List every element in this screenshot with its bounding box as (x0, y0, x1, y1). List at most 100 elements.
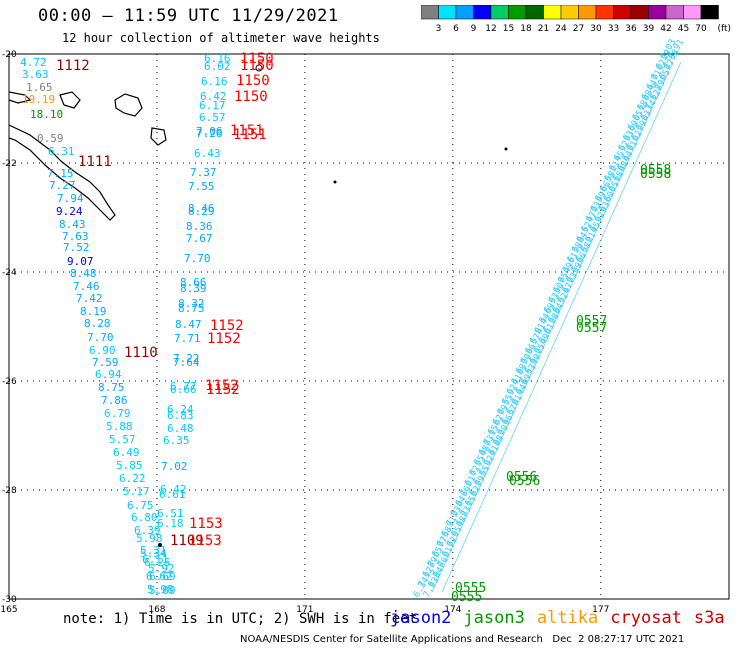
swh-value-mid: 5.89 (149, 584, 176, 597)
y-tick-label: -28 (2, 486, 17, 496)
swh-value-mid: 6.48 (167, 422, 194, 435)
swh-value-left: 6.90 (89, 344, 116, 357)
swh-value-left: 8.28 (84, 317, 111, 330)
swh-value-mid: 6.17 (199, 99, 226, 112)
pass-time-label: 0556 (506, 470, 537, 485)
swh-value-left: 5.98 (147, 583, 174, 596)
color-tick-label: 3 (436, 24, 442, 34)
swh-value-mid: 6.51 (157, 507, 184, 520)
coastline-mare (150, 127, 167, 146)
swh-value-mid: 6.02 (204, 60, 231, 73)
track-line (431, 61, 674, 593)
island-dot (504, 147, 508, 151)
swh-value-mid: 7.22 (173, 352, 200, 365)
map-frame (8, 53, 730, 600)
pass-time-label: 1110 (124, 345, 158, 361)
swh-value-left: 4.72 (20, 56, 47, 69)
swh-value-mid: 8.36 (186, 220, 213, 233)
swh-value-left: 5.98 (136, 532, 163, 545)
color-tick-label: 21 (538, 24, 549, 34)
pass-time-label: 1153 (189, 516, 223, 532)
pass-time-label: 1151 (230, 123, 264, 139)
swh-value-left: 7.52 (63, 241, 90, 254)
swh-value-mid: 7.37 (190, 166, 217, 179)
swh-value-mid: 6.18 (157, 517, 184, 530)
coastline-ouvea (59, 91, 81, 109)
swh-value-left: 6.49 (113, 446, 140, 459)
swh-value-left: 6.39 (134, 524, 161, 537)
color-tick-label: 42 (660, 24, 671, 34)
swh-value-left: 3.63 (22, 68, 49, 81)
pass-time-label: 1151 (233, 127, 267, 143)
swh-value-left: 6.31 (48, 145, 75, 158)
swh-value-left: 5.17 (123, 485, 150, 498)
color-unit-label: (ft) (717, 24, 731, 34)
swh-value-left: 8.48 (70, 267, 97, 280)
swh-value-left: 8.43 (59, 218, 86, 231)
island-dot (333, 180, 337, 184)
swh-value-left: 7.27 (49, 179, 76, 192)
legend-jason2: jason2 (390, 608, 452, 628)
note-text: note: 1) Time is in UTC; 2) SWH is in fe… (63, 611, 418, 627)
swh-value-mid: 6.66 (170, 383, 197, 396)
swh-value-left: 6.75 (127, 499, 154, 512)
footer-credit: NOAA/NESDIS Center for Satellite Applica… (240, 634, 685, 645)
x-tick-label: 177 (592, 605, 609, 615)
pass-time-label: 1150 (240, 58, 274, 74)
pass-time-label: 1150 (240, 51, 274, 67)
swh-value-mid: 7.26 (196, 127, 223, 140)
swh-value-left: 5.85 (116, 459, 143, 472)
y-tick-label: -24 (2, 268, 17, 278)
coastline-belep (8, 91, 32, 104)
x-tick-label: 165 (0, 605, 17, 615)
color-tick-label: 24 (555, 24, 567, 34)
color-tick-label: 27 (573, 24, 584, 34)
pass-time-label: 1111 (78, 154, 112, 170)
swh-value-left: 7.15 (47, 167, 74, 180)
x-tick-label: 174 (444, 605, 461, 615)
pass-time-label: 1152 (205, 378, 239, 394)
swh-value-left: 18.10 (30, 108, 63, 121)
track-line (441, 61, 682, 593)
swh-value-mid: 5.92 (148, 562, 175, 575)
swh-value-left: 6.25 (144, 556, 171, 569)
swh-value-mid: 6.24 (167, 403, 194, 416)
swh-value-mid: 6.35 (163, 434, 190, 447)
swh-value-left: 0.59 (37, 132, 64, 145)
island-dot (158, 543, 162, 547)
swh-value-mid: 8.39 (180, 282, 207, 295)
swh-value-left: 7.86 (101, 394, 128, 407)
swh-value-mid: 5.34 (140, 547, 167, 560)
swh-value-left: 7.94 (57, 192, 84, 205)
swh-value-left: 7.63 (62, 230, 89, 243)
swh-value-left: 8.19 (80, 305, 107, 318)
color-tick-label: 33 (608, 24, 619, 34)
y-tick-label: -30 (2, 595, 17, 605)
legend-altika: altika (536, 608, 599, 628)
swh-value-left: 5.31 (140, 544, 167, 557)
island-ring (255, 64, 263, 72)
swh-value-mid: 7.71 (174, 332, 201, 345)
pass-time-label: 1150 (234, 89, 268, 105)
swh-value-mid: 6.83 (167, 409, 194, 422)
swh-value-left: 5.57 (109, 433, 136, 446)
swh-value-mid: 7.70 (184, 252, 211, 265)
coastline-lifou (114, 93, 143, 117)
x-tick-label: 171 (296, 605, 313, 615)
swh-value-left: 6.80 (131, 511, 158, 524)
swh-value-mid: 6.11 (142, 553, 169, 566)
pass-time-label: 1150 (236, 73, 270, 89)
swh-value-mid: 8.46 (188, 202, 215, 215)
color-tick-label: 12 (485, 24, 496, 34)
pass-time-label: 1112 (56, 58, 90, 74)
swh-value-mid: 6.61 (159, 488, 186, 501)
y-tick-label: -26 (2, 377, 17, 387)
swh-value-mid: 8.66 (180, 276, 207, 289)
swh-value-mid: 7.06 (196, 125, 223, 138)
pass-time-label: 1152 (207, 331, 241, 347)
swh-value-mid: 6.16 (204, 52, 231, 65)
satellite-legend: jason2 jason3 altika cryosat s3a (390, 608, 737, 628)
pass-time-label: 0558 (640, 167, 671, 182)
swh-value-left: 6.22 (119, 472, 146, 485)
swh-value-left: 5.88 (106, 420, 133, 433)
